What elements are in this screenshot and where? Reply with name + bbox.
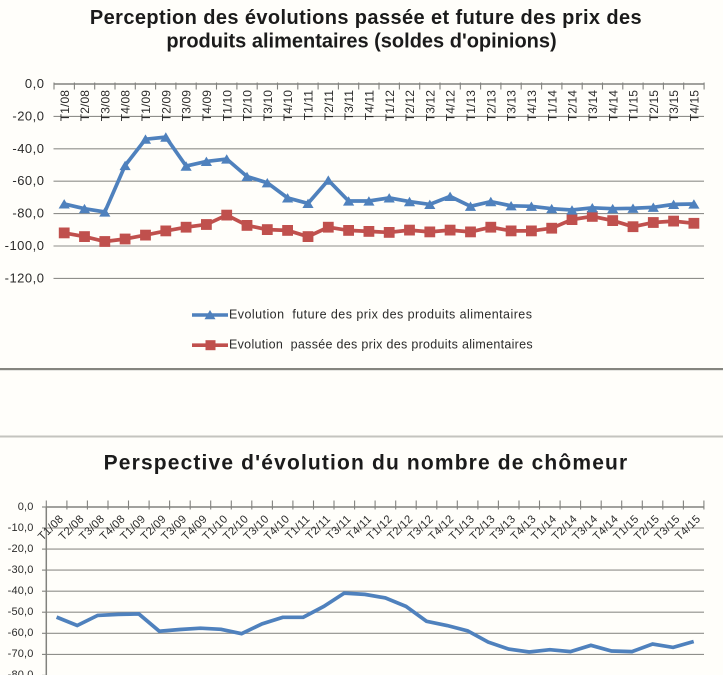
svg-text:-40,0: -40,0 — [8, 585, 34, 597]
svg-text:T1/15: T1/15 — [627, 90, 641, 121]
svg-text:-70,0: -70,0 — [8, 648, 34, 660]
svg-text:T1/13: T1/13 — [464, 90, 478, 121]
svg-text:T4/11: T4/11 — [363, 90, 377, 121]
svg-text:T1/09: T1/09 — [139, 90, 153, 121]
svg-text:-100,0: -100,0 — [5, 238, 45, 253]
svg-text:T3/11: T3/11 — [342, 90, 356, 121]
svg-text:T4/12: T4/12 — [444, 90, 458, 121]
svg-text:T2/08: T2/08 — [78, 90, 92, 121]
svg-text:T3/15: T3/15 — [667, 90, 681, 121]
svg-text:T3/12: T3/12 — [423, 90, 437, 121]
svg-text:0,0: 0,0 — [18, 501, 34, 513]
svg-text:T2/11: T2/11 — [322, 90, 336, 121]
svg-text:T2/15: T2/15 — [647, 90, 661, 121]
svg-text:T2/14: T2/14 — [566, 90, 580, 121]
svg-text:T4/15: T4/15 — [688, 90, 702, 121]
svg-text:T1/12: T1/12 — [383, 90, 397, 121]
svg-text:Evolution passée des prix des: Evolution passée des prix des produits a… — [229, 338, 533, 352]
svg-text:T2/09: T2/09 — [159, 90, 173, 121]
svg-text:T2/13: T2/13 — [484, 90, 498, 121]
svg-text:Perspective d'évolution du nom: Perspective d'évolution du nombre de chô… — [104, 452, 629, 475]
svg-text:T1/14: T1/14 — [545, 90, 559, 121]
svg-text:-50,0: -50,0 — [8, 606, 34, 618]
svg-text:0,0: 0,0 — [25, 76, 45, 91]
svg-text:-40,0: -40,0 — [12, 141, 44, 156]
svg-text:T1/08: T1/08 — [58, 90, 72, 121]
svg-text:-20,0: -20,0 — [8, 543, 34, 555]
svg-text:T4/09: T4/09 — [200, 90, 214, 121]
svg-text:-120,0: -120,0 — [5, 270, 45, 285]
svg-text:Perception des évolutions pass: Perception des évolutions passée et futu… — [90, 7, 642, 29]
svg-text:T4/14: T4/14 — [606, 90, 620, 121]
svg-text:T3/08: T3/08 — [98, 90, 112, 121]
svg-text:-20,0: -20,0 — [12, 108, 44, 123]
svg-text:produits alimentaires (soldes: produits alimentaires (soldes d'opinions… — [166, 30, 556, 52]
svg-text:-60,0: -60,0 — [12, 173, 44, 188]
svg-text:T3/13: T3/13 — [505, 90, 519, 121]
svg-text:T4/10: T4/10 — [281, 90, 295, 121]
svg-text:T4/13: T4/13 — [525, 90, 539, 121]
svg-text:T3/14: T3/14 — [586, 90, 600, 121]
svg-text:T2/10: T2/10 — [241, 90, 255, 121]
svg-text:T3/09: T3/09 — [180, 90, 194, 121]
svg-text:-30,0: -30,0 — [8, 564, 34, 576]
svg-text:T4/08: T4/08 — [119, 90, 133, 121]
svg-text:T1/10: T1/10 — [220, 90, 234, 121]
svg-text:-10,0: -10,0 — [8, 522, 34, 534]
svg-text:T1/11: T1/11 — [302, 90, 316, 121]
svg-text:-80,0: -80,0 — [12, 206, 44, 221]
svg-text:Evolution future des prix des: Evolution future des prix des produits a… — [229, 308, 532, 322]
svg-text:T3/10: T3/10 — [261, 90, 275, 121]
svg-text:-60,0: -60,0 — [8, 627, 34, 639]
svg-text:-80,0: -80,0 — [8, 669, 34, 675]
svg-text:T2/12: T2/12 — [403, 90, 417, 121]
